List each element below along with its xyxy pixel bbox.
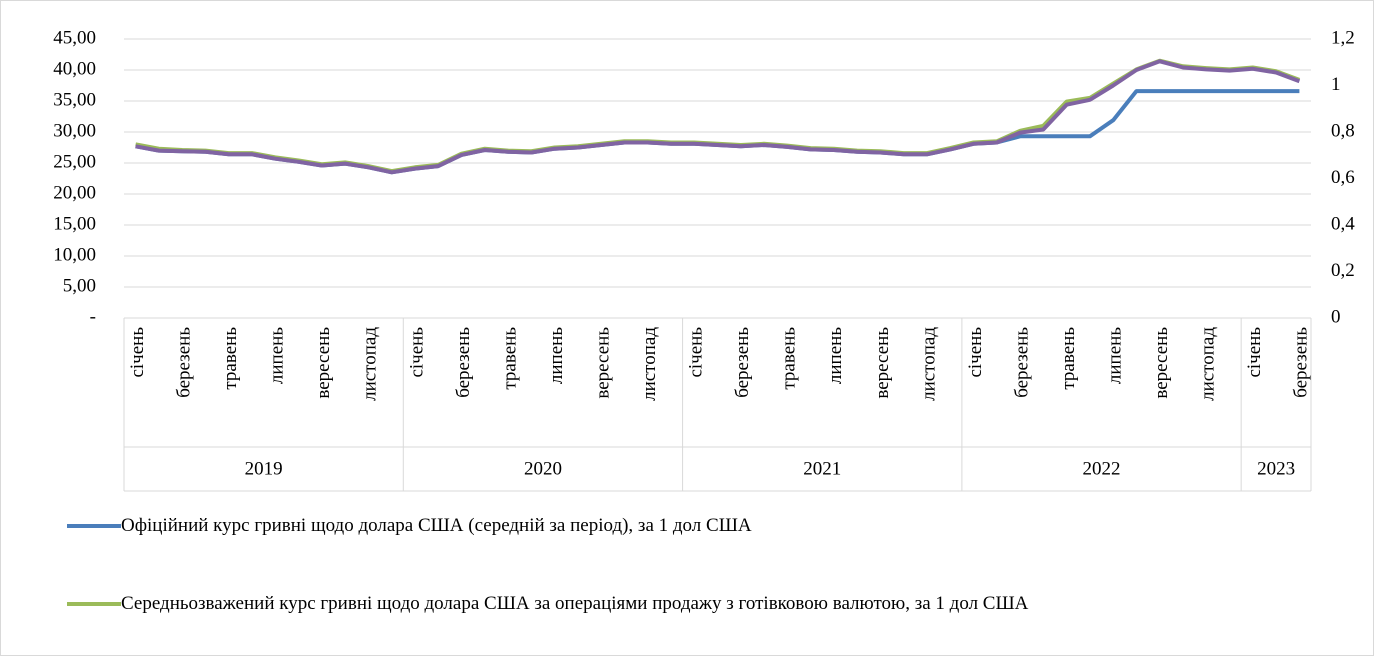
- year-label: 2022: [1083, 458, 1121, 479]
- x-tick-label: травень: [220, 327, 241, 390]
- x-tick-label: травень: [779, 327, 800, 390]
- y-tick-label: 15,00: [53, 213, 96, 234]
- y-tick-label: 45,00: [53, 27, 96, 48]
- legend-entry: Середньозважений курс гривні щодо долара…: [67, 591, 1101, 617]
- x-tick-label: березень: [732, 327, 753, 398]
- year-label: 2019: [245, 458, 283, 479]
- x-tick-label: березень: [453, 327, 474, 398]
- x-tick-label: січень: [686, 327, 707, 378]
- legend-entry: Офіційний курс гривні щодо долара США (с…: [67, 513, 1101, 539]
- y2-tick-label: 1,2: [1331, 27, 1355, 48]
- legend-label: Офіційний курс гривні щодо долара США (с…: [121, 515, 752, 536]
- y-tick-label: 30,00: [53, 120, 96, 141]
- x-tick-label: січень: [406, 327, 427, 378]
- x-tick-label: липень: [546, 327, 567, 384]
- x-tick-label: травень: [1058, 327, 1079, 390]
- y2-tick-label: 0,8: [1331, 120, 1355, 141]
- x-tick-label: березень: [1291, 327, 1312, 398]
- y-tick-label: 35,00: [53, 89, 96, 110]
- x-tick-label: травень: [499, 327, 520, 390]
- year-label: 2021: [803, 458, 841, 479]
- x-tick-label: липень: [1105, 327, 1126, 384]
- x-tick-label: листопад: [639, 327, 660, 401]
- x-tick-label: вересень: [1151, 327, 1172, 399]
- series-line: [135, 59, 1301, 175]
- legend-swatch: [67, 524, 121, 528]
- y-tick-label: -: [90, 306, 96, 327]
- y2-tick-label: 0,6: [1331, 167, 1355, 188]
- legend-label: Середньозважений курс гривні щодо долара…: [121, 593, 1029, 614]
- year-label: 2023: [1257, 458, 1295, 479]
- y-tick-label: 10,00: [53, 244, 96, 265]
- x-tick-label: січень: [965, 327, 986, 378]
- x-tick-label: листопад: [918, 327, 939, 401]
- x-tick-label: липень: [267, 327, 288, 384]
- y-tick-label: 25,00: [53, 151, 96, 172]
- x-tick-label: листопад: [360, 327, 381, 401]
- y2-tick-label: 1: [1331, 74, 1341, 95]
- y2-tick-label: 0,4: [1331, 213, 1355, 234]
- y2-tick-label: 0,2: [1331, 260, 1355, 281]
- x-tick-label: липень: [825, 327, 846, 384]
- x-tick-label: січень: [127, 327, 148, 378]
- x-tick-label: вересень: [872, 327, 893, 399]
- x-tick-label: березень: [1011, 327, 1032, 398]
- x-tick-label: березень: [174, 327, 195, 398]
- legend-swatch: [67, 602, 121, 606]
- year-label: 2020: [524, 458, 562, 479]
- x-tick-label: листопад: [1198, 327, 1219, 401]
- y-tick-label: 20,00: [53, 182, 96, 203]
- y-tick-label: 5,00: [63, 275, 96, 296]
- x-tick-label: січень: [1244, 327, 1265, 378]
- x-tick-label: вересень: [313, 327, 334, 399]
- y2-tick-label: 0: [1331, 306, 1341, 327]
- x-tick-label: вересень: [592, 327, 613, 399]
- y-tick-label: 40,00: [53, 58, 96, 79]
